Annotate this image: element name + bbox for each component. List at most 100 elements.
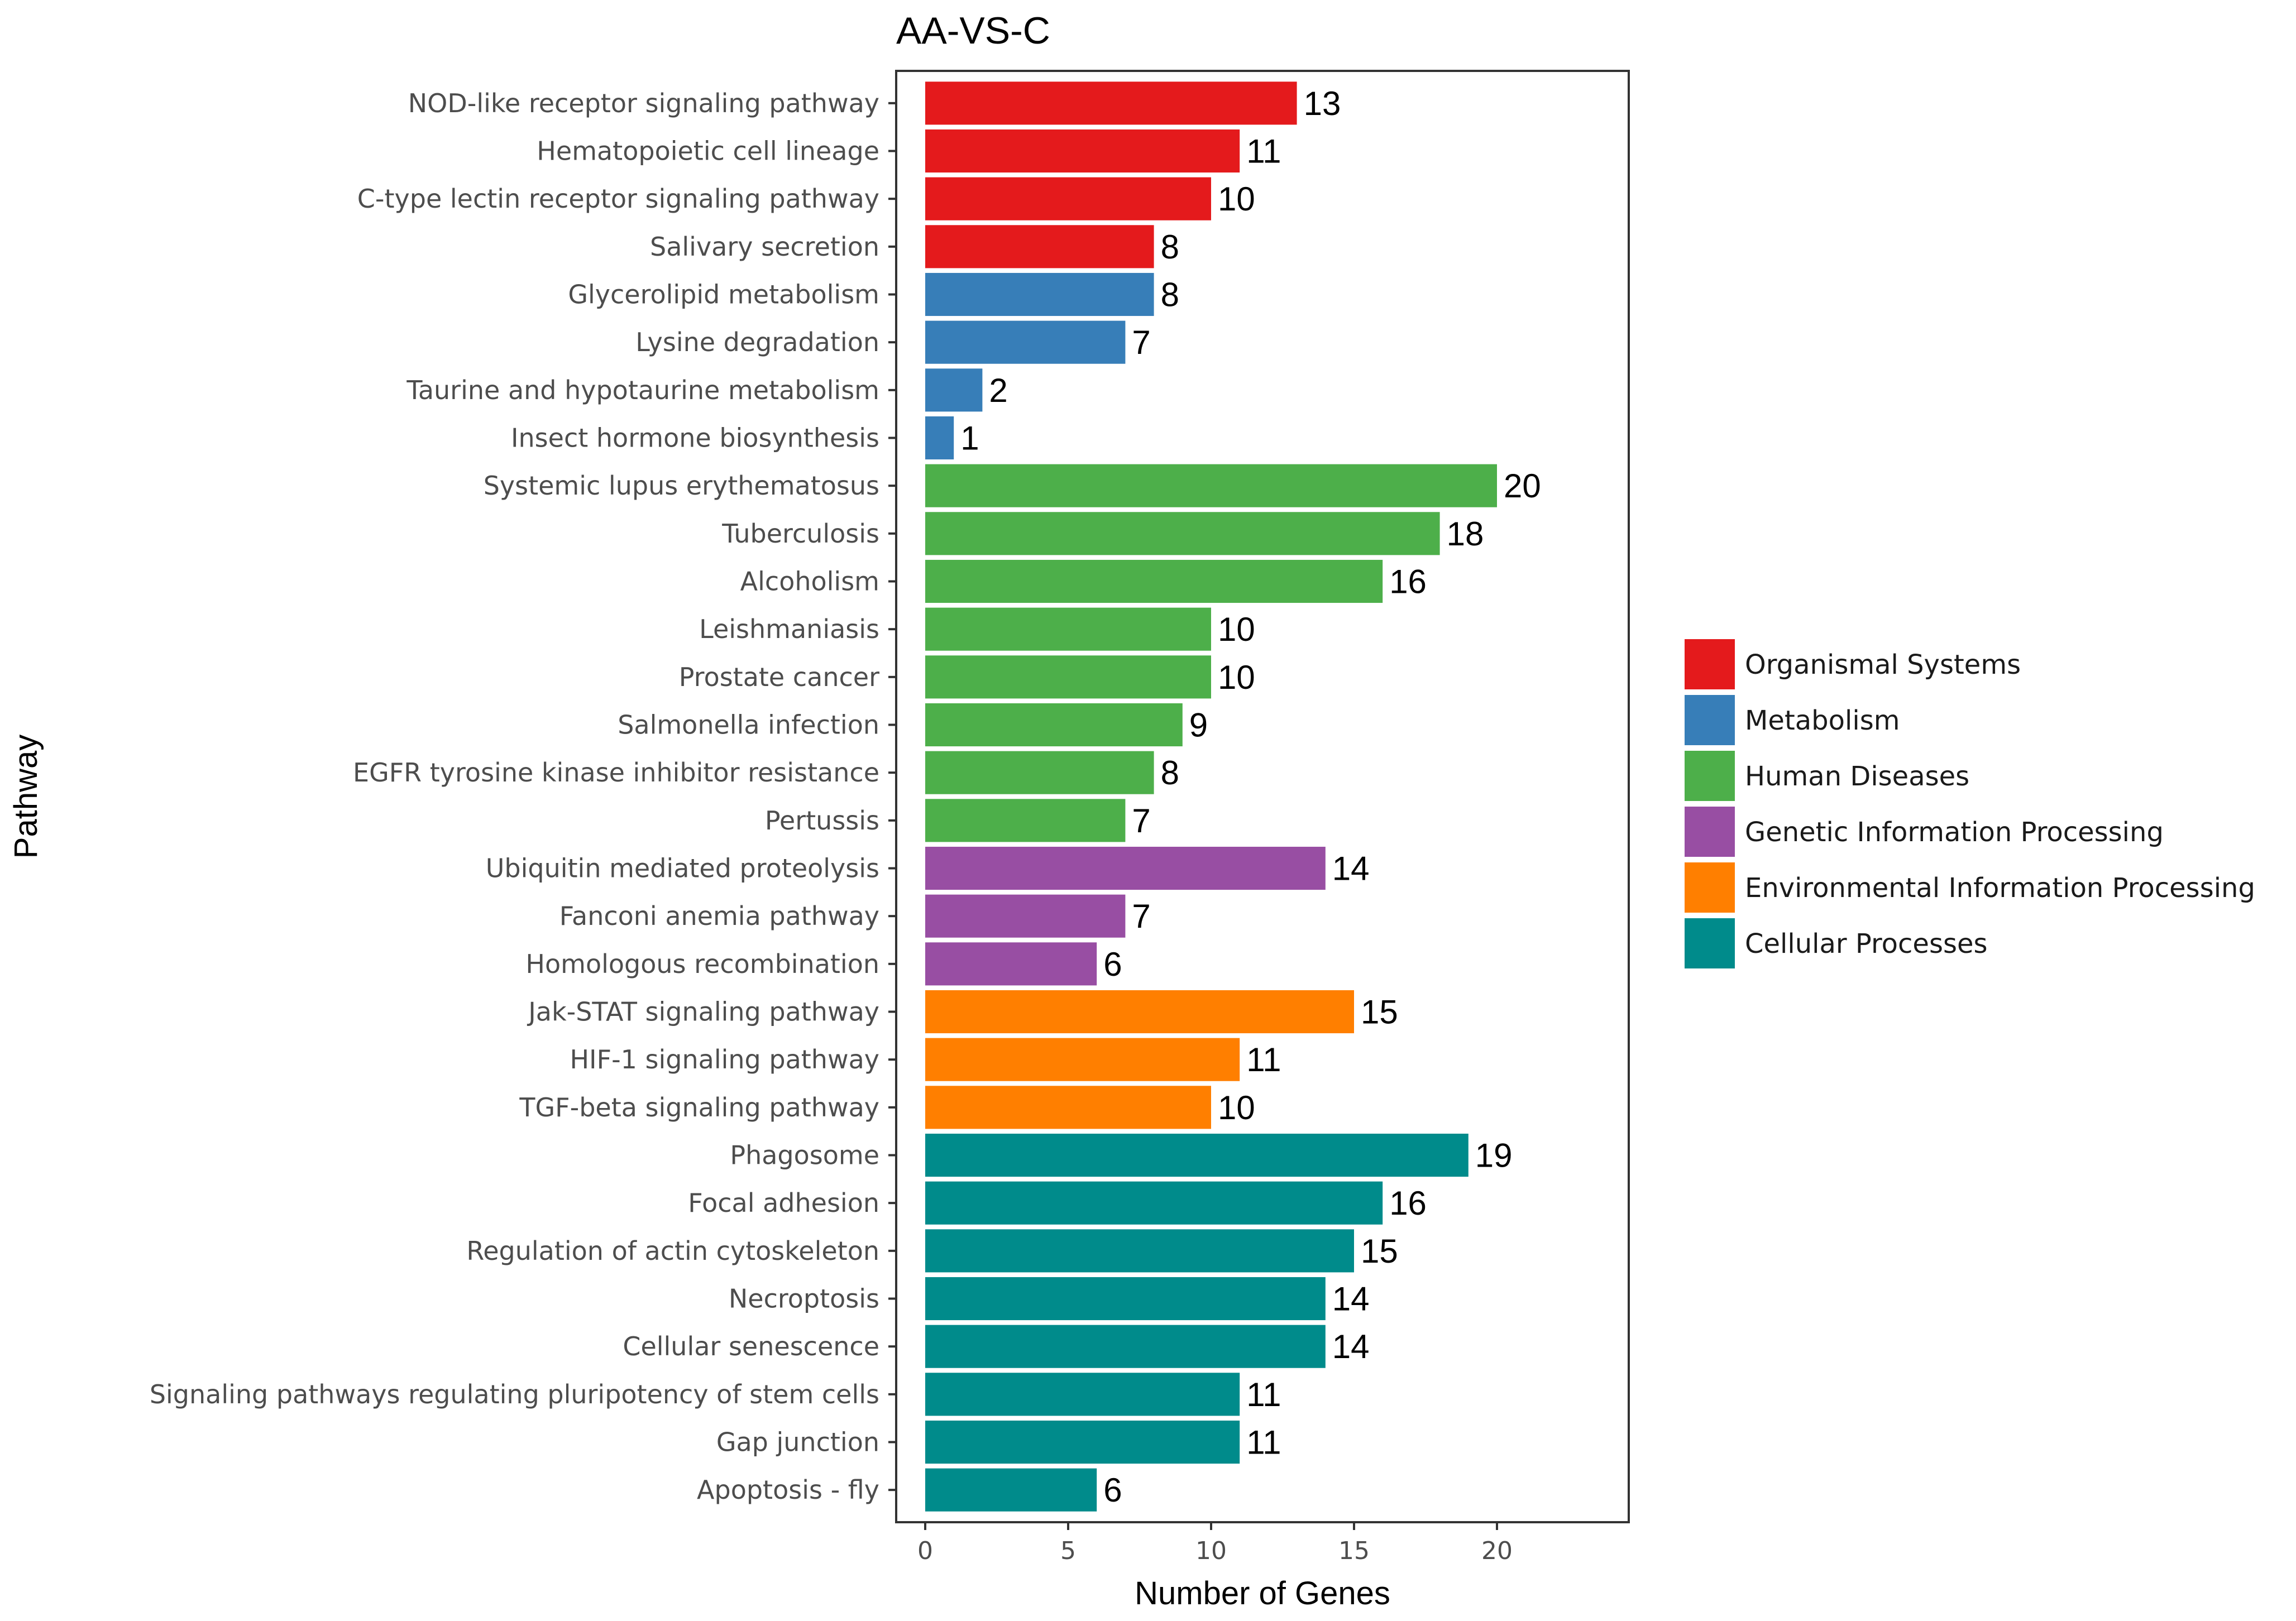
legend-label-environmental-information-processing: Environmental Information Processing — [1745, 872, 2255, 904]
value-label-nod-like-receptor-signaling-pathway: 13 — [1304, 85, 1341, 122]
x-tick-label-15: 15 — [1338, 1537, 1370, 1565]
y-tick-label-tuberculosis: Tuberculosis — [721, 519, 879, 549]
y-tick-label-c-type-lectin-receptor-signaling-pathway: C-type lectin receptor signaling pathway — [357, 184, 879, 214]
y-tick-label-salmonella-infection: Salmonella infection — [618, 709, 879, 740]
bar-pertussis — [925, 799, 1126, 842]
bar-focal-adhesion — [925, 1181, 1383, 1225]
bar-jak-stat-signaling-pathway — [925, 990, 1354, 1034]
value-label-jak-stat-signaling-pathway: 15 — [1361, 994, 1398, 1031]
y-tick-label-systemic-lupus-erythematosus: Systemic lupus erythematosus — [484, 471, 879, 501]
legend-key-human-diseases — [1685, 751, 1735, 801]
bar-insect-hormone-biosynthesis — [925, 416, 954, 460]
value-label-hif-1-signaling-pathway: 11 — [1246, 1041, 1281, 1078]
value-label-lysine-degradation: 7 — [1132, 324, 1150, 361]
bar-signaling-pathways-regulating-pluripotency-of-stem-cells — [925, 1373, 1240, 1416]
bar-hif-1-signaling-pathway — [925, 1038, 1240, 1081]
bar-fanconi-anemia-pathway — [925, 894, 1126, 938]
value-label-hematopoietic-cell-lineage: 11 — [1246, 132, 1281, 170]
value-label-tgf-beta-signaling-pathway: 10 — [1218, 1089, 1255, 1126]
legend-label-organismal-systems: Organismal Systems — [1745, 649, 2021, 680]
value-label-salmonella-infection: 9 — [1189, 706, 1208, 744]
y-tick-label-apoptosis-fly: Apoptosis - fly — [697, 1475, 879, 1505]
bar-nod-like-receptor-signaling-pathway — [925, 81, 1297, 125]
y-tick-label-taurine-and-hypotaurine-metabolism: Taurine and hypotaurine metabolism — [406, 375, 879, 405]
value-label-tuberculosis: 18 — [1447, 515, 1484, 553]
bar-taurine-and-hypotaurine-metabolism — [925, 368, 983, 412]
bar-prostate-cancer — [925, 655, 1211, 699]
y-tick-label-gap-junction: Gap junction — [716, 1427, 879, 1457]
x-axis-title: Number of Genes — [1135, 1575, 1390, 1612]
bar-glycerolipid-metabolism — [925, 272, 1154, 316]
x-tick-label-5: 5 — [1060, 1537, 1076, 1565]
y-tick-label-prostate-cancer: Prostate cancer — [679, 662, 879, 692]
y-tick-label-homologous-recombination: Homologous recombination — [525, 949, 879, 979]
y-axis: NOD-like receptor signaling pathway Hemat… — [150, 88, 896, 1505]
chart-title: AA-VS-C — [896, 9, 1050, 52]
bar-hematopoietic-cell-lineage — [925, 129, 1240, 173]
legend-key-organismal-systems — [1685, 639, 1735, 689]
legend-label-human-diseases: Human Diseases — [1745, 761, 1969, 792]
value-label-c-type-lectin-receptor-signaling-pathway: 10 — [1218, 180, 1255, 218]
x-axis: 0 5 10 15 20 — [917, 1522, 1513, 1565]
value-label-alcoholism: 16 — [1389, 563, 1427, 600]
value-label-leishmaniasis: 10 — [1218, 611, 1255, 648]
x-tick-label-10: 10 — [1195, 1537, 1227, 1565]
value-label-regulation-of-actin-cytoskeleton: 15 — [1361, 1232, 1398, 1270]
legend-key-genetic-information-processing — [1685, 807, 1735, 857]
y-tick-label-cellular-senescence: Cellular senescence — [623, 1331, 879, 1361]
bar-cellular-senescence — [925, 1325, 1326, 1368]
value-label-cellular-senescence: 14 — [1332, 1328, 1370, 1365]
legend-key-cellular-processes — [1685, 918, 1735, 968]
x-tick-label-0: 0 — [917, 1537, 933, 1565]
value-label-salivary-secretion: 8 — [1161, 228, 1179, 266]
y-tick-label-signaling-pathways-regulating-pluripotency-of-stem-cells: Signaling pathways regulating pluripoten… — [150, 1379, 879, 1409]
value-label-glycerolipid-metabolism: 8 — [1161, 276, 1179, 313]
legend-key-metabolism — [1685, 695, 1735, 745]
value-labels-layer: 1311108872120181610109871476151110191615… — [960, 85, 1541, 1509]
y-tick-label-egfr-tyrosine-kinase-inhibitor-resistance: EGFR tyrosine kinase inhibitor resistanc… — [353, 757, 879, 788]
y-tick-label-insect-hormone-biosynthesis: Insect hormone biosynthesis — [511, 423, 879, 453]
y-tick-label-fanconi-anemia-pathway: Fanconi anemia pathway — [559, 901, 879, 931]
legend-label-genetic-information-processing: Genetic Information Processing — [1745, 817, 2164, 848]
bar-c-type-lectin-receptor-signaling-pathway — [925, 177, 1211, 220]
bar-regulation-of-actin-cytoskeleton — [925, 1229, 1354, 1273]
value-label-necroptosis: 14 — [1332, 1281, 1370, 1318]
legend-key-environmental-information-processing — [1685, 862, 1735, 913]
y-axis-title: Pathway — [8, 735, 44, 859]
value-label-homologous-recombination: 6 — [1103, 946, 1122, 983]
value-label-systemic-lupus-erythematosus: 20 — [1504, 467, 1541, 505]
bar-homologous-recombination — [925, 942, 1097, 986]
bar-salmonella-infection — [925, 703, 1183, 747]
value-label-gap-junction: 11 — [1246, 1424, 1281, 1461]
y-tick-label-ubiquitin-mediated-proteolysis: Ubiquitin mediated proteolysis — [486, 853, 879, 884]
y-tick-label-focal-adhesion: Focal adhesion — [688, 1188, 879, 1218]
bar-tgf-beta-signaling-pathway — [925, 1086, 1211, 1129]
bar-necroptosis — [925, 1277, 1326, 1321]
y-tick-label-glycerolipid-metabolism: Glycerolipid metabolism — [568, 279, 879, 309]
y-tick-label-lysine-degradation: Lysine degradation — [635, 327, 879, 357]
value-label-fanconi-anemia-pathway: 7 — [1132, 898, 1150, 935]
value-label-egfr-tyrosine-kinase-inhibitor-resistance: 8 — [1161, 754, 1179, 792]
value-label-prostate-cancer: 10 — [1218, 659, 1255, 696]
x-tick-label-20: 20 — [1481, 1537, 1513, 1565]
bar-tuberculosis — [925, 512, 1440, 555]
y-tick-label-hif-1-signaling-pathway: HIF-1 signaling pathway — [570, 1044, 879, 1075]
value-label-signaling-pathways-regulating-pluripotency-of-stem-cells: 11 — [1246, 1376, 1281, 1413]
bar-alcoholism — [925, 559, 1383, 603]
bar-phagosome — [925, 1133, 1469, 1177]
y-tick-label-pertussis: Pertussis — [765, 805, 879, 836]
bar-ubiquitin-mediated-proteolysis — [925, 846, 1326, 890]
bar-egfr-tyrosine-kinase-inhibitor-resistance — [925, 751, 1154, 794]
value-label-apoptosis-fly: 6 — [1103, 1471, 1122, 1509]
y-tick-label-necroptosis: Necroptosis — [729, 1284, 879, 1314]
value-label-pertussis: 7 — [1132, 802, 1150, 840]
bar-apoptosis-fly — [925, 1468, 1097, 1512]
y-tick-label-salivary-secretion: Salivary secretion — [650, 232, 879, 262]
bar-gap-junction — [925, 1420, 1240, 1464]
y-tick-label-phagosome: Phagosome — [730, 1140, 879, 1171]
y-tick-label-hematopoietic-cell-lineage: Hematopoietic cell lineage — [537, 136, 879, 166]
bar-salivary-secretion — [925, 225, 1154, 268]
y-tick-label-nod-like-receptor-signaling-pathway: NOD-like receptor signaling pathway — [408, 88, 879, 118]
value-label-phagosome: 19 — [1475, 1137, 1513, 1174]
